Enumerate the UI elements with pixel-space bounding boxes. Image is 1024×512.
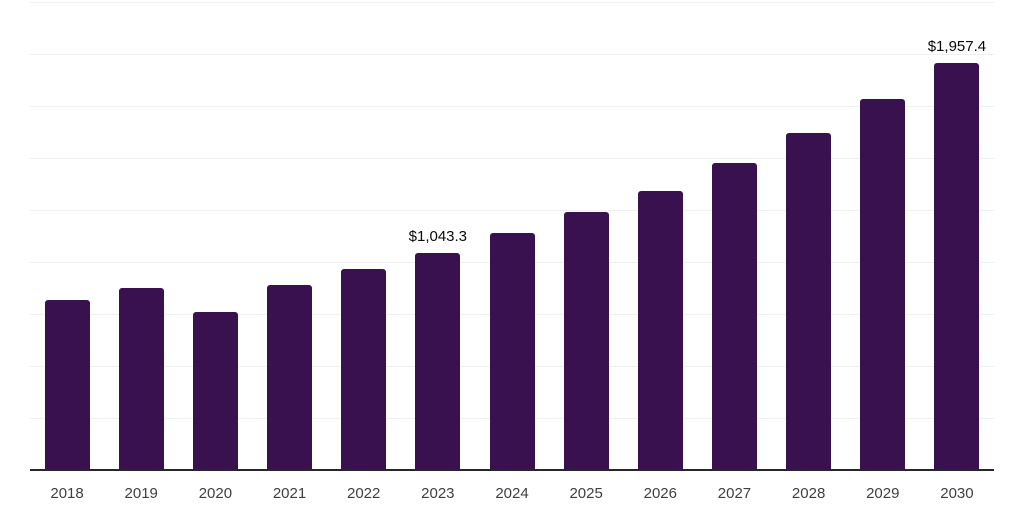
bar-2020 xyxy=(192,312,238,470)
x-tick-2027: 2027 xyxy=(717,485,752,502)
bar-2030 xyxy=(934,62,980,470)
bar-2026 xyxy=(637,190,683,470)
gridline-2250 xyxy=(30,2,994,3)
bar-2022 xyxy=(341,268,387,470)
x-axis-line xyxy=(30,469,994,471)
x-tick-2029: 2029 xyxy=(866,485,900,502)
x-tick-2020: 2020 xyxy=(198,485,233,502)
x-tick-2021: 2021 xyxy=(272,485,307,502)
gridline-2000 xyxy=(30,54,994,55)
bar-2029 xyxy=(860,99,906,470)
data-label-2023: $1,043.3 xyxy=(408,227,468,245)
gridline-1250 xyxy=(30,210,994,211)
x-tick-2022: 2022 xyxy=(347,485,381,502)
x-tick-2028: 2028 xyxy=(791,485,826,502)
bar-2024 xyxy=(489,232,535,470)
gridline-1750 xyxy=(30,106,994,107)
bar-2019 xyxy=(118,287,164,470)
bar-2021 xyxy=(267,285,313,470)
x-tick-2023: 2023 xyxy=(421,485,455,502)
x-tick-2030: 2030 xyxy=(940,485,974,502)
x-tick-2025: 2025 xyxy=(569,485,603,502)
gridline-1500 xyxy=(30,158,994,159)
data-label-2030: $1,957.4 xyxy=(927,37,987,55)
bar-2028 xyxy=(786,132,832,470)
x-tick-2018: 2018 xyxy=(50,485,84,502)
bar-2023 xyxy=(415,252,461,470)
bar-2025 xyxy=(563,211,609,470)
bar-2018 xyxy=(44,300,90,470)
x-tick-2019: 2019 xyxy=(124,485,158,502)
x-tick-2026: 2026 xyxy=(643,485,677,502)
bar-2027 xyxy=(711,162,757,470)
x-tick-2024: 2024 xyxy=(495,485,529,502)
